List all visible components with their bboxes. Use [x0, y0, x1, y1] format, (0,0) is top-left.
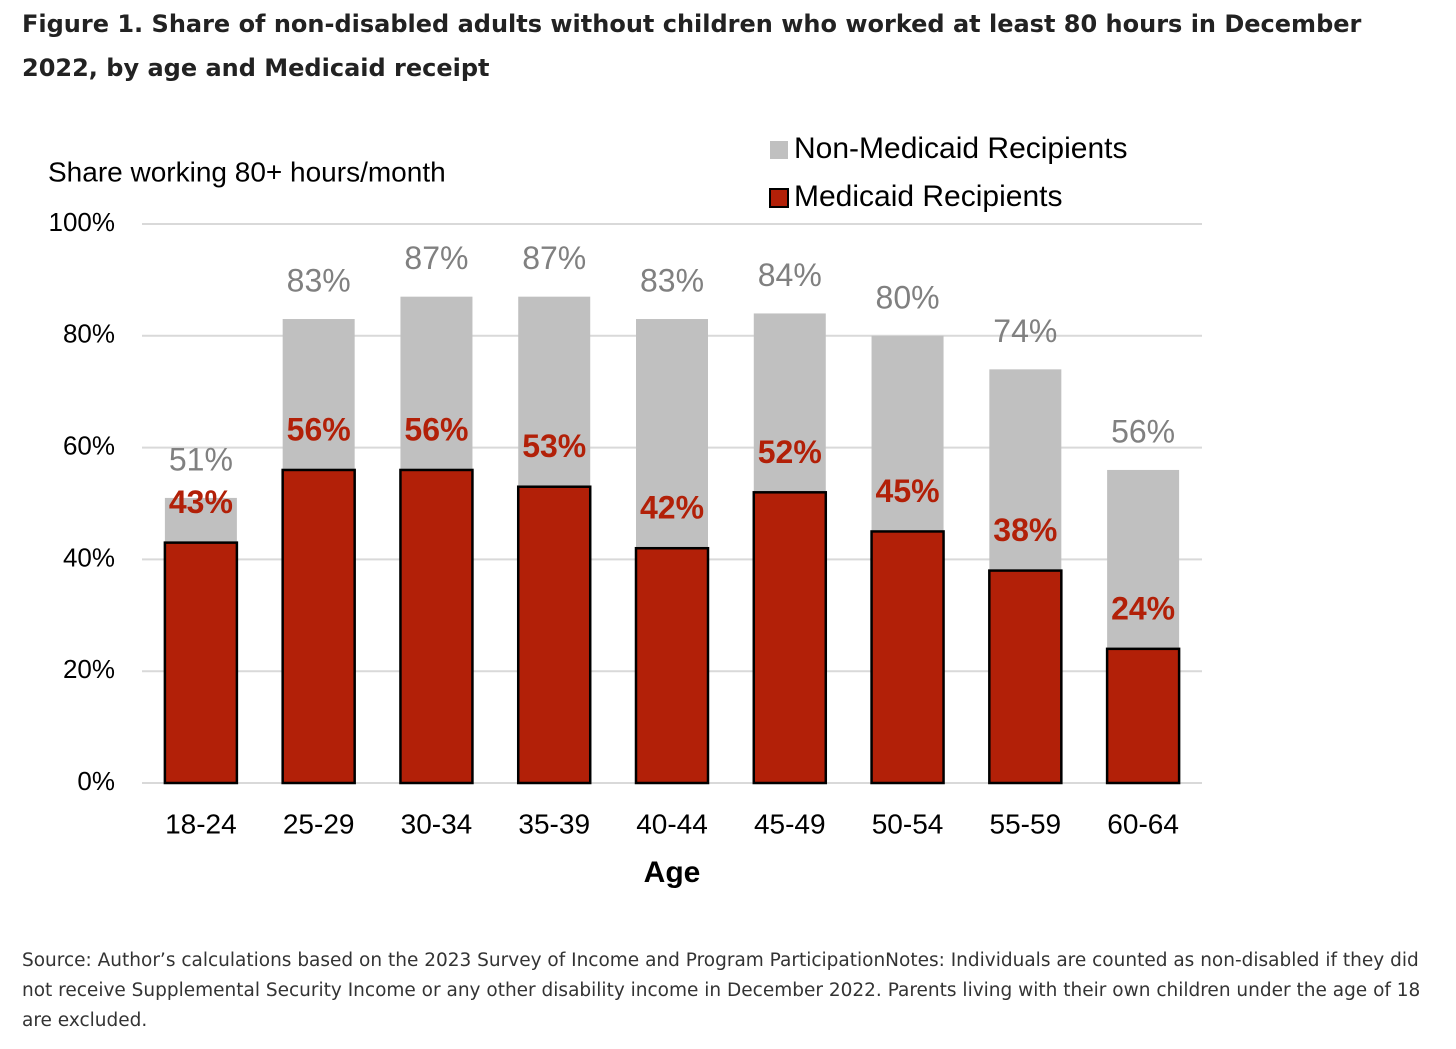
- data-label: 52%: [758, 434, 822, 470]
- x-tick-label: 50-54: [872, 808, 944, 839]
- legend-label: Medicaid Recipients: [794, 180, 1062, 213]
- data-label: 24%: [1111, 590, 1175, 626]
- data-label: 83%: [640, 262, 704, 298]
- y-tick-label: 100%: [49, 207, 116, 237]
- bar: [516, 485, 592, 785]
- x-tick-label: 35-39: [518, 808, 590, 839]
- x-tick-label: 40-44: [636, 808, 708, 839]
- legend-swatch: [769, 188, 789, 208]
- bar: [281, 468, 356, 785]
- source-note: Source: Author’s calculations based on t…: [22, 950, 1421, 1031]
- data-label: 87%: [522, 240, 586, 276]
- bar: [399, 468, 474, 785]
- legend-label: Non-Medicaid Recipients: [794, 132, 1128, 165]
- bar: [634, 546, 710, 785]
- x-tick-label: 18-24: [165, 808, 237, 839]
- y-tick-label: 0%: [77, 766, 115, 796]
- data-label: 87%: [404, 240, 468, 276]
- data-label: 83%: [287, 262, 351, 298]
- data-label: 45%: [876, 473, 940, 509]
- chart: Share working 80+ hours/month Age 0% 20% 4…: [48, 132, 1202, 889]
- y-tick-label: 40%: [63, 542, 115, 572]
- y-tick-label: 80%: [63, 319, 115, 349]
- data-label: 42%: [640, 490, 704, 526]
- data-label: 56%: [1111, 413, 1175, 449]
- bar: [1105, 647, 1181, 785]
- data-label: 43%: [169, 484, 233, 520]
- x-tick-label: 25-29: [283, 808, 355, 839]
- data-label: 84%: [758, 257, 822, 293]
- x-axis-label: Age: [644, 856, 701, 889]
- data-label: 56%: [287, 411, 351, 447]
- data-label: 80%: [876, 279, 940, 315]
- x-tick-label: 30-34: [401, 808, 473, 839]
- y-tick-label: 20%: [63, 654, 115, 684]
- data-label: 51%: [169, 441, 233, 477]
- x-tick-label: 60-64: [1107, 808, 1179, 839]
- data-label: 56%: [404, 411, 468, 447]
- x-tick-label: 45-49: [754, 808, 826, 839]
- bar: [988, 569, 1063, 785]
- y-tick-label: 60%: [63, 430, 115, 460]
- chart-title: Figure 1. Share of non-disabled adults w…: [22, 10, 1362, 82]
- data-label: 38%: [993, 512, 1057, 548]
- bar: [163, 541, 239, 785]
- legend-swatch: [770, 141, 788, 159]
- bar: [752, 491, 828, 785]
- data-label: 74%: [993, 313, 1057, 349]
- data-label: 53%: [522, 428, 586, 464]
- bar: [870, 530, 945, 785]
- y-axis-label: Share working 80+ hours/month: [48, 156, 446, 187]
- x-tick-label: 55-59: [990, 808, 1062, 839]
